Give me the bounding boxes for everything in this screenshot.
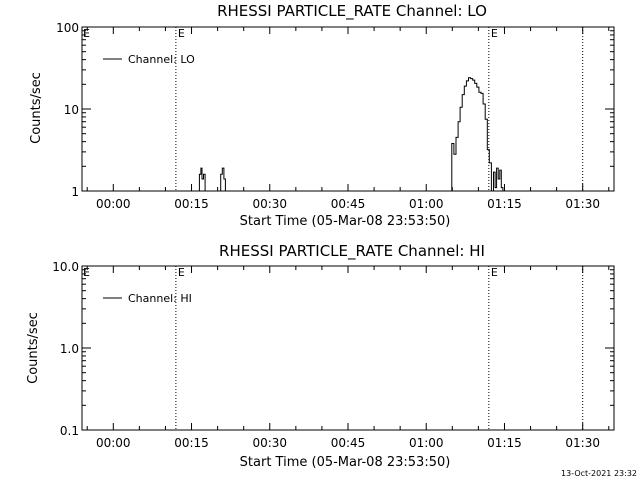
flag-label-lo: E — [491, 27, 498, 40]
x-tick-label-lo: 00:00 — [96, 197, 131, 211]
legend-hi: Channel: HI — [103, 292, 192, 305]
y-tick-label-hi: 10.0 — [52, 260, 79, 274]
flag-label-lo: E — [178, 27, 185, 40]
x-tick-label-hi: 01:30 — [565, 436, 600, 450]
y-axis-label-hi: Counts/sec — [26, 312, 41, 384]
x-tick-label-hi: 00:45 — [331, 436, 366, 450]
legend-label-lo: Channel: LO — [128, 53, 195, 66]
footer-timestamp: 13-Oct-2021 23:32 — [561, 469, 637, 478]
chart-title-hi: RHESSI PARTICLE_RATE Channel: HI — [219, 242, 485, 261]
y-tick-label-lo: 10 — [64, 103, 79, 117]
y-tick-label-lo: 1 — [71, 185, 79, 199]
x-tick-label-lo: 00:45 — [331, 197, 366, 211]
x-tick-label-lo: 00:30 — [252, 197, 287, 211]
x-axis-label-hi: Start Time (05-Mar-08 23:53:50) — [240, 455, 451, 470]
x-axis-label-lo: Start Time (05-Mar-08 23:53:50) — [240, 214, 451, 229]
legend-label-hi: Channel: HI — [128, 292, 192, 305]
flag-label-left-hi: E — [83, 266, 90, 279]
x-tick-label-hi: 00:15 — [174, 436, 209, 450]
x-tick-label-lo: 01:30 — [565, 197, 600, 211]
series-line-lo — [197, 77, 504, 192]
panel-lo: RHESSI PARTICLE_RATE Channel: LO Start T… — [29, 2, 615, 229]
plot-area-lo: 00:00 00:15 00:30 00:45 01:00 01:15 01:30 1 10 10… — [56, 21, 614, 211]
plot-area-hi: 00:00 00:15 00:30 00:45 01:00 01:15 01:30 0.1 1.… — [52, 260, 614, 450]
x-tick-label-lo: 01:15 — [487, 197, 522, 211]
x-tick-label-hi: 01:00 — [409, 436, 444, 450]
x-tick-label-hi: 00:30 — [252, 436, 287, 450]
y-tick-label-hi: 0.1 — [60, 424, 79, 438]
flag-label-left-lo: E — [83, 27, 90, 40]
y-tick-label-hi: 1.0 — [60, 342, 79, 356]
x-tick-label-hi: 01:15 — [487, 436, 522, 450]
legend-lo: Channel: LO — [103, 53, 195, 66]
panel-hi: RHESSI PARTICLE_RATE Channel: HI Start T… — [26, 242, 615, 470]
x-tick-label-lo: 00:15 — [174, 197, 209, 211]
flag-label-hi: E — [178, 266, 185, 279]
y-tick-label-lo: 100 — [56, 21, 79, 35]
x-tick-label-hi: 00:00 — [96, 436, 131, 450]
flag-label-hi: E — [491, 266, 498, 279]
chart-title-lo: RHESSI PARTICLE_RATE Channel: LO — [217, 2, 487, 21]
y-axis-label-lo: Counts/sec — [29, 72, 44, 144]
x-tick-label-lo: 01:00 — [409, 197, 444, 211]
